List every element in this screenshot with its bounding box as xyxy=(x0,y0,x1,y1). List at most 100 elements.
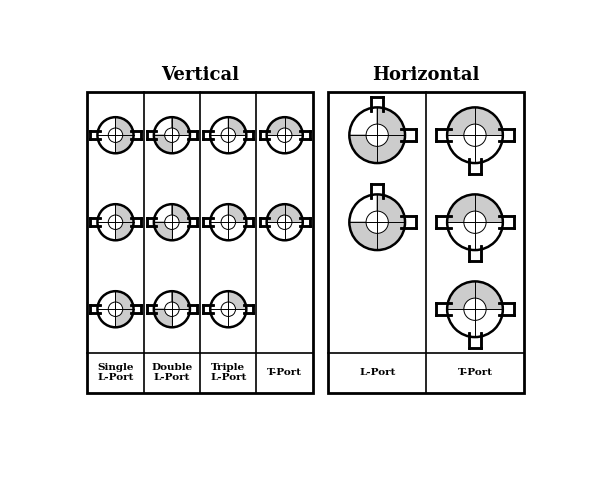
Wedge shape xyxy=(115,291,134,327)
Bar xyxy=(203,132,213,139)
Bar xyxy=(260,218,269,226)
Wedge shape xyxy=(349,107,405,163)
Bar xyxy=(188,306,197,313)
Bar xyxy=(469,334,481,348)
Bar xyxy=(402,216,416,228)
Wedge shape xyxy=(154,222,172,241)
Circle shape xyxy=(221,302,235,317)
Wedge shape xyxy=(447,107,503,135)
Bar xyxy=(147,218,156,226)
Circle shape xyxy=(210,204,247,241)
Bar xyxy=(499,129,514,141)
Bar xyxy=(469,246,481,261)
Bar xyxy=(436,129,451,141)
Bar xyxy=(402,129,416,141)
Bar xyxy=(90,132,100,139)
Circle shape xyxy=(97,204,134,241)
Bar xyxy=(499,216,514,228)
Text: T-Port: T-Port xyxy=(267,368,302,377)
Circle shape xyxy=(267,117,303,153)
Wedge shape xyxy=(447,281,503,309)
Bar xyxy=(147,132,156,139)
Bar xyxy=(244,218,254,226)
Circle shape xyxy=(210,291,247,327)
Bar xyxy=(499,303,514,315)
Bar xyxy=(244,132,254,139)
Wedge shape xyxy=(228,204,247,222)
Bar xyxy=(244,218,254,226)
Wedge shape xyxy=(154,222,172,241)
Wedge shape xyxy=(228,291,247,309)
Bar xyxy=(371,184,383,198)
Bar xyxy=(147,132,156,139)
Bar xyxy=(436,303,451,315)
Bar xyxy=(260,132,269,139)
Bar xyxy=(244,306,254,313)
Bar xyxy=(371,96,383,111)
Bar xyxy=(469,246,481,261)
Bar xyxy=(260,218,269,226)
Wedge shape xyxy=(154,135,172,153)
Wedge shape xyxy=(172,204,190,222)
Bar xyxy=(131,132,141,139)
Bar xyxy=(147,306,156,313)
Circle shape xyxy=(154,204,190,241)
Bar xyxy=(188,218,197,226)
Wedge shape xyxy=(267,117,303,135)
Bar xyxy=(90,132,100,139)
Wedge shape xyxy=(172,204,190,222)
Bar xyxy=(90,306,100,313)
Bar xyxy=(131,218,141,226)
Bar xyxy=(203,218,213,226)
Bar xyxy=(87,92,313,393)
Bar xyxy=(131,218,141,226)
Text: Double
L-Port: Double L-Port xyxy=(151,363,192,383)
Bar xyxy=(436,129,451,141)
Wedge shape xyxy=(447,194,503,222)
Text: Vertical: Vertical xyxy=(161,66,239,84)
Bar xyxy=(244,306,254,313)
Bar xyxy=(402,129,416,141)
Bar xyxy=(301,132,310,139)
Circle shape xyxy=(366,124,388,147)
Wedge shape xyxy=(349,194,405,250)
Bar xyxy=(436,216,451,228)
Bar xyxy=(301,132,310,139)
Bar xyxy=(436,303,451,315)
Bar xyxy=(188,132,197,139)
Wedge shape xyxy=(349,107,405,163)
Bar xyxy=(244,132,254,139)
Bar xyxy=(188,306,197,313)
Wedge shape xyxy=(154,309,172,327)
Wedge shape xyxy=(172,291,190,309)
Bar xyxy=(90,218,100,226)
Wedge shape xyxy=(447,281,503,309)
Bar xyxy=(203,218,213,226)
Bar xyxy=(328,92,524,393)
Bar xyxy=(436,216,451,228)
Circle shape xyxy=(165,215,179,229)
Bar xyxy=(131,132,141,139)
Wedge shape xyxy=(115,117,134,153)
Bar xyxy=(499,216,514,228)
Bar xyxy=(371,96,383,111)
Wedge shape xyxy=(115,204,134,241)
Circle shape xyxy=(464,211,486,233)
Bar xyxy=(469,160,481,174)
Circle shape xyxy=(97,291,134,327)
Circle shape xyxy=(154,117,190,153)
Bar xyxy=(371,184,383,198)
Circle shape xyxy=(221,215,235,229)
Wedge shape xyxy=(115,204,134,241)
Bar xyxy=(402,216,416,228)
Circle shape xyxy=(464,124,486,147)
Wedge shape xyxy=(228,204,247,222)
Bar xyxy=(188,132,197,139)
Wedge shape xyxy=(172,117,190,135)
Bar xyxy=(499,129,514,141)
Circle shape xyxy=(366,211,388,233)
Circle shape xyxy=(165,128,179,143)
Circle shape xyxy=(154,291,190,327)
Text: Horizontal: Horizontal xyxy=(372,66,480,84)
Circle shape xyxy=(277,128,292,143)
